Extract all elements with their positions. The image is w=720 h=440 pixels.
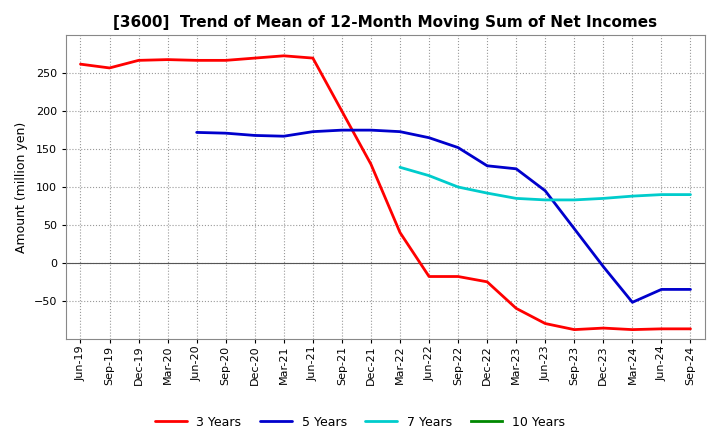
7 Years [541, 197, 549, 202]
3 Years [279, 53, 288, 59]
Line: 5 Years: 5 Years [197, 130, 690, 302]
3 Years [338, 109, 346, 114]
5 Years [396, 129, 405, 134]
3 Years [396, 230, 405, 235]
5 Years [599, 264, 608, 269]
5 Years [657, 287, 666, 292]
5 Years [425, 135, 433, 140]
7 Years [657, 192, 666, 197]
3 Years [251, 55, 259, 61]
5 Years [483, 163, 492, 169]
3 Years [309, 55, 318, 61]
5 Years [221, 131, 230, 136]
7 Years [570, 197, 579, 202]
3 Years [105, 65, 114, 70]
5 Years [309, 129, 318, 134]
5 Years [570, 226, 579, 231]
3 Years [541, 321, 549, 326]
5 Years [512, 166, 521, 172]
3 Years [76, 62, 85, 67]
3 Years [221, 58, 230, 63]
3 Years [686, 326, 695, 331]
5 Years [686, 287, 695, 292]
7 Years [483, 191, 492, 196]
3 Years [657, 326, 666, 331]
5 Years [192, 130, 201, 135]
3 Years [425, 274, 433, 279]
7 Years [686, 192, 695, 197]
3 Years [599, 326, 608, 331]
7 Years [396, 165, 405, 170]
Line: 7 Years: 7 Years [400, 167, 690, 200]
7 Years [512, 196, 521, 201]
5 Years [628, 300, 636, 305]
7 Years [599, 196, 608, 201]
5 Years [279, 134, 288, 139]
3 Years [483, 279, 492, 285]
7 Years [628, 194, 636, 199]
3 Years [570, 327, 579, 332]
Line: 3 Years: 3 Years [81, 56, 690, 330]
5 Years [541, 188, 549, 194]
7 Years [454, 184, 462, 190]
3 Years [628, 327, 636, 332]
Y-axis label: Amount (million yen): Amount (million yen) [15, 121, 28, 253]
Legend: 3 Years, 5 Years, 7 Years, 10 Years: 3 Years, 5 Years, 7 Years, 10 Years [150, 411, 570, 434]
3 Years [512, 306, 521, 311]
3 Years [366, 161, 375, 167]
5 Years [454, 145, 462, 150]
3 Years [192, 58, 201, 63]
3 Years [134, 58, 143, 63]
3 Years [454, 274, 462, 279]
5 Years [366, 128, 375, 133]
5 Years [251, 133, 259, 138]
Title: [3600]  Trend of Mean of 12-Month Moving Sum of Net Incomes: [3600] Trend of Mean of 12-Month Moving … [114, 15, 657, 30]
7 Years [425, 173, 433, 178]
5 Years [338, 128, 346, 133]
3 Years [163, 57, 172, 62]
